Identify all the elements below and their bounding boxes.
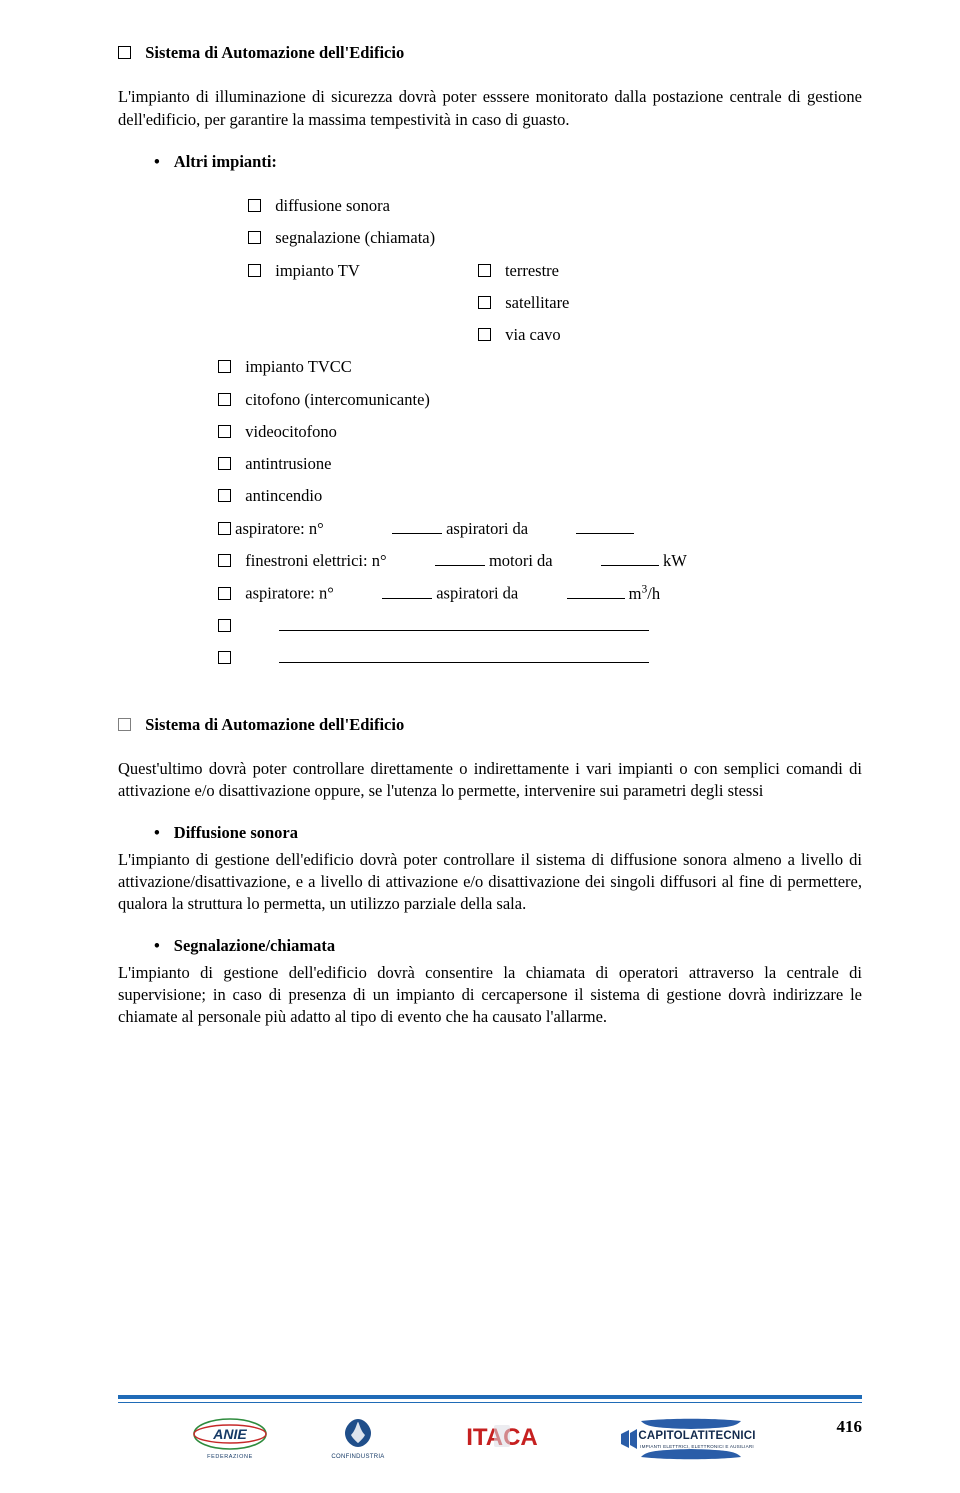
row-tv: impianto TV terrestre xyxy=(248,260,862,282)
label-videocitofono: videocitofono xyxy=(245,422,337,441)
row-other-2 xyxy=(218,647,862,669)
logo-capitolati: CAPITOLATITECNICI IMPIANTI ELETTRICI, EL… xyxy=(611,1417,767,1461)
checkbox-aspiratore-1[interactable] xyxy=(218,522,231,535)
blank-other-2[interactable] xyxy=(279,648,649,664)
blank-other-1[interactable] xyxy=(279,615,649,631)
blank-aspiratore-2-da[interactable] xyxy=(567,583,625,599)
blank-aspiratore-1-n[interactable] xyxy=(392,518,442,534)
label-aspiratore-1b: aspiratori da xyxy=(446,519,528,538)
checkbox-terrestre[interactable] xyxy=(478,264,491,277)
label-finestroni-b: motori da xyxy=(489,551,553,570)
conf-text: CONFINDUSTRIA xyxy=(331,1454,384,1460)
section1-title: Sistema di Automazione dell'Edificio xyxy=(145,43,404,62)
checkbox-via-cavo[interactable] xyxy=(478,328,491,341)
checkbox-other-1[interactable] xyxy=(218,619,231,632)
section2-heading-row: Sistema di Automazione dell'Edificio xyxy=(118,714,862,736)
checkbox-segnalazione[interactable] xyxy=(248,231,261,244)
blank-aspiratore-2-n[interactable] xyxy=(382,583,432,599)
label-aspiratore-2-unit: m3/h xyxy=(629,584,660,603)
footer-logos: ANIE FEDERAZIONE CONFINDUSTRIA ITACA xyxy=(0,1417,960,1461)
row-finestroni: finestroni elettrici: n° motori da kW xyxy=(218,550,862,572)
row-citofono: citofono (intercomunicante) xyxy=(218,389,862,411)
checkbox-other-2[interactable] xyxy=(218,651,231,664)
label-aspiratore-2a: aspiratore: n° xyxy=(245,584,334,603)
label-aspiratore-1a: aspiratore: n° xyxy=(235,519,324,538)
page-footer: 416 ANIE FEDERAZIONE CONFINDUSTRIA ITACA xyxy=(0,1395,960,1493)
anie-sub: FEDERAZIONE xyxy=(207,1454,253,1460)
checkbox-section1[interactable] xyxy=(118,46,131,59)
segnalazione-chiamata-title: Segnalazione/chiamata xyxy=(174,936,335,955)
label-terrestre: terrestre xyxy=(505,261,559,280)
segnalazione-chiamata-bullet: •Segnalazione/chiamata xyxy=(154,935,862,957)
cap-sub: IMPIANTI ELETTRICI, ELETTRONICI E AUSILI… xyxy=(640,1444,754,1449)
label-aspiratore-2b: aspiratori da xyxy=(436,584,518,603)
checkbox-section2[interactable] xyxy=(118,718,131,731)
label-finestroni-a: finestroni elettrici: n° xyxy=(245,551,386,570)
logo-anie: ANIE FEDERAZIONE xyxy=(193,1417,267,1461)
diffusione-sonora-title: Diffusione sonora xyxy=(174,823,298,842)
row-antincendio: antincendio xyxy=(218,485,862,507)
row-tvcc: impianto TVCC xyxy=(218,356,862,378)
altri-impianti-bullet: •Altri impianti: xyxy=(154,151,862,173)
label-antincendio: antincendio xyxy=(245,486,322,505)
diffusione-sonora-para: L'impianto di gestione dell'edificio dov… xyxy=(118,849,862,916)
label-diffusione-sonora: diffusione sonora xyxy=(275,196,390,215)
label-segnalazione: segnalazione (chiamata) xyxy=(275,228,435,247)
page-content: Sistema di Automazione dell'Edificio L'i… xyxy=(118,42,862,1028)
diffusione-sonora-bullet: •Diffusione sonora xyxy=(154,822,862,844)
checkbox-antintrusione[interactable] xyxy=(218,457,231,470)
row-other-1 xyxy=(218,615,862,637)
checkbox-videocitofono[interactable] xyxy=(218,425,231,438)
checkbox-antincendio[interactable] xyxy=(218,489,231,502)
footer-rule-thin xyxy=(118,1402,862,1403)
blank-finestroni-n[interactable] xyxy=(435,550,485,566)
footer-rule-thick xyxy=(118,1395,862,1399)
row-aspiratore-2: aspiratore: n° aspiratori da m3/h xyxy=(218,582,862,605)
blank-aspiratore-1-da[interactable] xyxy=(576,518,634,534)
checkbox-aspiratore-2[interactable] xyxy=(218,587,231,600)
row-videocitofono: videocitofono xyxy=(218,421,862,443)
label-antintrusione: antintrusione xyxy=(245,454,331,473)
logo-confindustria: CONFINDUSTRIA xyxy=(323,1417,393,1461)
segnalazione-chiamata-para: L'impianto di gestione dell'edificio dov… xyxy=(118,962,862,1029)
checkbox-impianto-tv[interactable] xyxy=(248,264,261,277)
checkbox-citofono[interactable] xyxy=(218,393,231,406)
row-satellitare: satellitare xyxy=(478,292,862,314)
row-antintrusione: antintrusione xyxy=(218,453,862,475)
checkbox-tvcc[interactable] xyxy=(218,360,231,373)
altri-impianti-label: Altri impianti: xyxy=(174,152,277,171)
label-satellitare: satellitare xyxy=(505,293,569,312)
row-viacavo: via cavo xyxy=(478,324,862,346)
section1-heading-row: Sistema di Automazione dell'Edificio xyxy=(118,42,862,64)
label-impianto-tv: impianto TV xyxy=(275,261,359,280)
label-citofono: citofono (intercomunicante) xyxy=(245,390,430,409)
row-segnalazione: segnalazione (chiamata) xyxy=(248,227,862,249)
label-tvcc: impianto TVCC xyxy=(245,357,352,376)
blank-finestroni-da[interactable] xyxy=(601,550,659,566)
checkbox-satellitare[interactable] xyxy=(478,296,491,309)
label-finestroni-kw: kW xyxy=(663,551,687,570)
row-diffusione: diffusione sonora xyxy=(248,195,862,217)
section2-para1: Quest'ultimo dovrà poter controllare dir… xyxy=(118,758,862,803)
logo-itaca: ITACA xyxy=(449,1417,555,1461)
anie-text: ANIE xyxy=(212,1426,247,1442)
section2-title: Sistema di Automazione dell'Edificio xyxy=(145,715,404,734)
checkbox-diffusione-sonora[interactable] xyxy=(248,199,261,212)
cap-text: CAPITOLATITECNICI xyxy=(638,1430,755,1442)
label-via-cavo: via cavo xyxy=(505,325,560,344)
row-aspiratore-1: aspiratore: n° aspiratori da xyxy=(218,518,862,540)
section1-para1: L'impianto di illuminazione di sicurezza… xyxy=(118,86,862,131)
checkbox-finestroni[interactable] xyxy=(218,554,231,567)
